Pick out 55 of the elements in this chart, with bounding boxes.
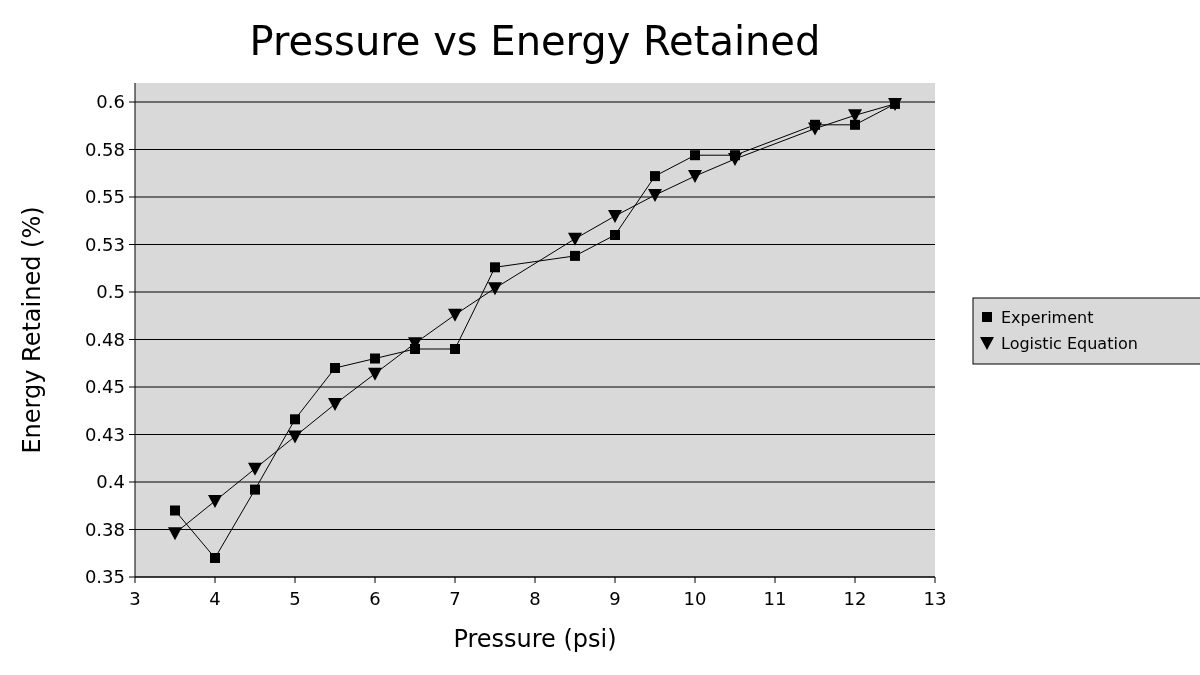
x-tick-label: 5 [289, 588, 301, 609]
point [328, 398, 342, 412]
chart-title: Pressure vs Energy Retained [249, 18, 821, 64]
y-axis-title: Energy Retained (%) [18, 206, 46, 454]
point [248, 462, 262, 476]
x-axis-title: Pressure (psi) [453, 625, 617, 653]
point [288, 430, 302, 444]
point [208, 495, 222, 508]
point [850, 119, 860, 130]
point [648, 189, 662, 203]
y-tick-label: 0.53 [84, 233, 125, 255]
y-tick-label: 0.48 [84, 328, 125, 350]
legend-label: Logistic Equation [1001, 333, 1138, 353]
point [168, 527, 182, 541]
point [450, 344, 460, 354]
point [610, 230, 620, 240]
point [690, 150, 700, 161]
point [210, 553, 220, 563]
point [650, 171, 660, 182]
point [608, 210, 622, 223]
x-tick-label: 9 [609, 588, 621, 609]
x-tick-label: 11 [763, 588, 787, 609]
point [568, 232, 582, 246]
y-tick-label: 0.58 [84, 138, 125, 160]
x-tick-label: 13 [923, 588, 947, 609]
y-tick-label: 0.55 [84, 186, 125, 208]
point [488, 282, 502, 296]
y-tick-label: 0.38 [84, 518, 125, 540]
legend-label: Experiment [1001, 307, 1094, 327]
x-tick-label: 6 [369, 588, 381, 609]
x-tick-label: 3 [129, 588, 141, 609]
y-tick-label: 0.43 [84, 423, 125, 445]
x-tick-label: 7 [449, 588, 461, 609]
point [688, 170, 702, 184]
y-tick-label: 0.4 [96, 471, 125, 493]
point [290, 414, 300, 425]
point [490, 262, 500, 273]
y-tick-label: 0.35 [84, 566, 125, 588]
point [170, 505, 180, 516]
point [250, 484, 260, 495]
y-tick-label: 0.6 [96, 91, 125, 113]
y-tick-label: 0.5 [96, 281, 125, 303]
y-tick-label: 0.45 [84, 376, 125, 398]
x-tick-label: 10 [683, 588, 707, 609]
point [370, 353, 380, 364]
point [410, 344, 420, 354]
x-tick-label: 4 [209, 588, 221, 609]
point [810, 119, 820, 130]
point [570, 250, 580, 261]
point [448, 308, 462, 322]
point [330, 363, 340, 373]
x-tick-label: 12 [843, 588, 867, 609]
x-tick-label: 8 [529, 588, 541, 609]
point [730, 150, 740, 161]
point [368, 367, 382, 381]
